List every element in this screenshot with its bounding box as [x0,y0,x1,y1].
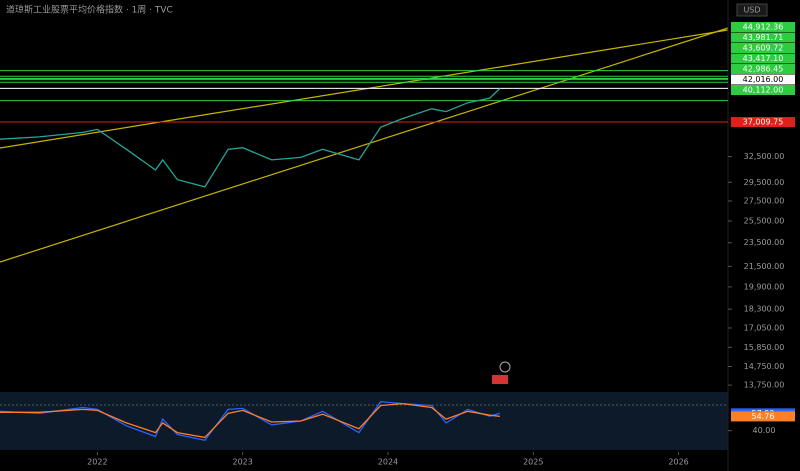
level-label-box [731,74,795,85]
y-tick-label: 32,500.00 [744,152,785,161]
currency-box[interactable] [736,3,768,17]
y-tick-label: 29,500.00 [744,178,785,187]
trend-line [0,29,729,149]
level-label-box [731,64,795,74]
level-label-box [731,22,795,32]
x-tick-label: 2026 [668,458,688,467]
level-label: 43,417.10 [743,54,784,63]
series-line [0,402,500,439]
level-label: 43,609.72 [743,44,784,53]
y-tick-label: 18,300.00 [744,305,785,314]
chart-icon[interactable] [499,361,511,373]
currency: USD [743,6,760,15]
y-tick-label: 21,500.00 [744,262,785,271]
y-tick-label: 13,750.00 [744,381,785,390]
series-line [0,88,501,188]
y-tick-label: 17,050.00 [744,323,785,332]
x-tick-label: 2024 [378,458,398,467]
value-label-box [731,411,795,422]
x-tick-label: 2025 [523,458,543,467]
level-label: 40,112.00 [743,86,784,95]
y-tick-label: 40.00 [753,426,776,435]
level-label-box [731,43,795,53]
level-label: 43,981.71 [743,33,784,42]
chart-title: 道琼斯工业股票平均价格指数 · 1周 · TVC [6,4,173,16]
x-tick-label: 2022 [87,458,107,467]
level-label: 37,009.75 [743,118,784,127]
y-tick-label: 27,500.00 [744,196,785,205]
y-tick-label: 14,750.00 [744,362,785,371]
event-marker[interactable] [492,375,508,384]
level-label-box [731,85,795,95]
level-label: 44,912.36 [743,23,784,32]
value-label: 54.76 [752,412,775,421]
y-tick-label: 23,500.00 [744,238,785,247]
y-tick-label: 25,500.00 [744,217,785,226]
trend-line [0,27,729,263]
rsi-pane [0,392,728,450]
level-label-box [731,53,795,64]
x-tick-label: 2023 [232,458,252,467]
y-tick-label: 15,850.00 [744,343,785,352]
y-tick-label: 19,900.00 [744,282,785,291]
level-label-box [731,117,795,128]
level-label-box [731,32,795,43]
level-label: 42,016.00 [743,75,784,84]
level-label: 42,986.45 [743,65,784,74]
